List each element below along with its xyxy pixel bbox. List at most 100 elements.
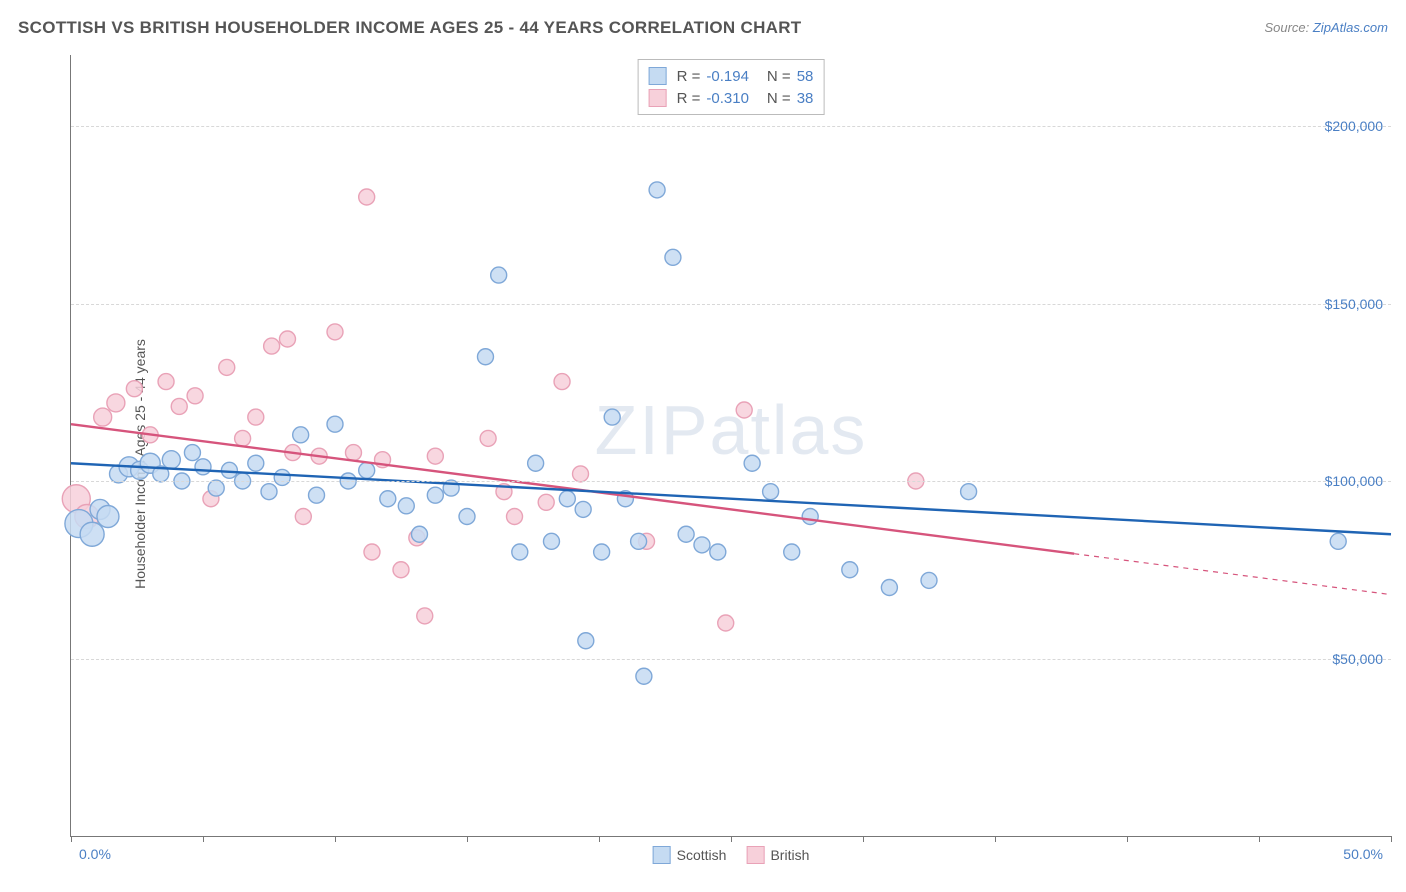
scottish-point bbox=[380, 491, 396, 507]
scottish-point bbox=[678, 526, 694, 542]
british-point bbox=[327, 324, 343, 340]
r-label: R = bbox=[677, 90, 701, 107]
chart-area: Householder Income Ages 25 - 44 years ZI… bbox=[15, 55, 1391, 872]
scottish-point bbox=[398, 498, 414, 514]
n-value-scottish: 58 bbox=[797, 68, 814, 85]
gridline bbox=[71, 659, 1391, 660]
british-point bbox=[345, 445, 361, 461]
scottish-point bbox=[274, 469, 290, 485]
british-point bbox=[718, 615, 734, 631]
scottish-point bbox=[97, 506, 119, 528]
scottish-point bbox=[293, 427, 309, 443]
series-label-scottish: Scottish bbox=[677, 847, 727, 863]
scottish-point bbox=[631, 533, 647, 549]
scottish-point bbox=[665, 249, 681, 265]
british-point bbox=[573, 466, 589, 482]
x-tick-label-max: 50.0% bbox=[1343, 846, 1383, 862]
n-value-british: 38 bbox=[797, 90, 814, 107]
scottish-point bbox=[327, 416, 343, 432]
scottish-point bbox=[359, 462, 375, 478]
british-point bbox=[538, 494, 554, 510]
scottish-point bbox=[881, 580, 897, 596]
scottish-point bbox=[961, 484, 977, 500]
scottish-point bbox=[477, 349, 493, 365]
scottish-point bbox=[309, 487, 325, 503]
header: SCOTTISH VS BRITISH HOUSEHOLDER INCOME A… bbox=[18, 18, 1388, 48]
y-tick-label: $50,000 bbox=[1332, 651, 1383, 667]
british-point bbox=[359, 189, 375, 205]
british-point bbox=[248, 409, 264, 425]
scottish-point bbox=[248, 455, 264, 471]
british-point bbox=[219, 359, 235, 375]
scottish-point bbox=[710, 544, 726, 560]
british-point bbox=[736, 402, 752, 418]
scottish-point bbox=[162, 451, 180, 469]
british-point bbox=[364, 544, 380, 560]
british-point bbox=[158, 374, 174, 390]
x-tick bbox=[335, 836, 336, 842]
x-tick bbox=[71, 836, 72, 842]
scottish-point bbox=[1330, 533, 1346, 549]
scottish-point bbox=[594, 544, 610, 560]
series-legend: Scottish British bbox=[653, 846, 810, 864]
scottish-point bbox=[575, 501, 591, 517]
scottish-point bbox=[694, 537, 710, 553]
swatch-scottish bbox=[649, 67, 667, 85]
legend-row-scottish: R = -0.194 N = 58 bbox=[649, 65, 814, 87]
british-point bbox=[235, 430, 251, 446]
british-point bbox=[126, 381, 142, 397]
gridline bbox=[71, 481, 1391, 482]
scottish-point bbox=[208, 480, 224, 496]
british-point bbox=[554, 374, 570, 390]
scatter-svg bbox=[71, 55, 1391, 836]
y-tick-label: $150,000 bbox=[1325, 296, 1383, 312]
british-point bbox=[507, 509, 523, 525]
x-tick bbox=[863, 836, 864, 842]
british-point bbox=[393, 562, 409, 578]
scottish-point bbox=[543, 533, 559, 549]
x-tick bbox=[599, 836, 600, 842]
scottish-point bbox=[184, 445, 200, 461]
swatch-scottish bbox=[653, 846, 671, 864]
british-point bbox=[417, 608, 433, 624]
y-tick-label: $100,000 bbox=[1325, 473, 1383, 489]
source-attribution: Source: ZipAtlas.com bbox=[1264, 20, 1388, 35]
swatch-british bbox=[746, 846, 764, 864]
scottish-point bbox=[578, 633, 594, 649]
gridline bbox=[71, 126, 1391, 127]
series-label-british: British bbox=[770, 847, 809, 863]
scottish-point bbox=[763, 484, 779, 500]
scottish-point bbox=[261, 484, 277, 500]
x-tick bbox=[467, 836, 468, 842]
scottish-point bbox=[491, 267, 507, 283]
scottish-point bbox=[802, 509, 818, 525]
legend-item-british: British bbox=[746, 846, 809, 864]
legend-row-british: R = -0.310 N = 38 bbox=[649, 87, 814, 109]
british-point bbox=[264, 338, 280, 354]
source-link[interactable]: ZipAtlas.com bbox=[1313, 20, 1388, 35]
british-point bbox=[107, 394, 125, 412]
x-tick bbox=[1391, 836, 1392, 842]
r-label: R = bbox=[677, 68, 701, 85]
x-tick bbox=[1127, 836, 1128, 842]
r-value-scottish: -0.194 bbox=[706, 68, 749, 85]
r-value-british: -0.310 bbox=[706, 90, 749, 107]
legend-item-scottish: Scottish bbox=[653, 846, 727, 864]
scottish-point bbox=[784, 544, 800, 560]
chart-container: SCOTTISH VS BRITISH HOUSEHOLDER INCOME A… bbox=[0, 0, 1406, 892]
british-point bbox=[171, 398, 187, 414]
scottish-point bbox=[744, 455, 760, 471]
scottish-point bbox=[842, 562, 858, 578]
british-point bbox=[295, 509, 311, 525]
swatch-british bbox=[649, 89, 667, 107]
scottish-point bbox=[649, 182, 665, 198]
british-point bbox=[279, 331, 295, 347]
plot-area: ZIPatlas R = -0.194 N = 58 R = -0.310 N … bbox=[70, 55, 1391, 837]
scottish-point bbox=[528, 455, 544, 471]
scottish-point bbox=[411, 526, 427, 542]
scottish-point bbox=[604, 409, 620, 425]
source-prefix: Source: bbox=[1264, 20, 1312, 35]
scottish-point bbox=[427, 487, 443, 503]
x-tick-label-min: 0.0% bbox=[79, 846, 111, 862]
scottish-point bbox=[512, 544, 528, 560]
